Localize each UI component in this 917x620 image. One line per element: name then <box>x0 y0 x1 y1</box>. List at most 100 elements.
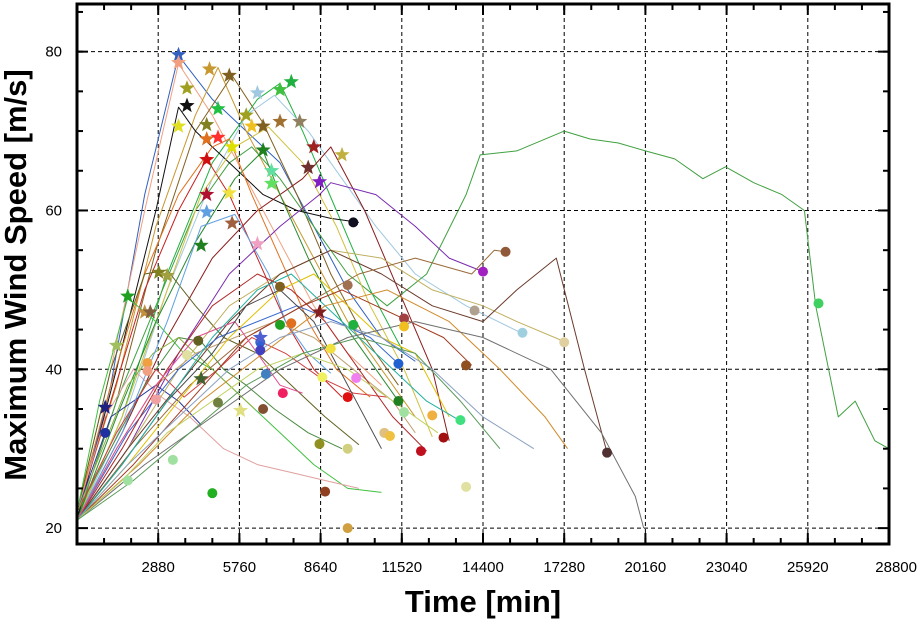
peak-marker-16 <box>199 116 215 132</box>
final-marker-10 <box>348 319 359 330</box>
peak-marker-39 <box>311 304 328 319</box>
final-marker-44 <box>461 481 472 492</box>
series-line-11 <box>76 182 484 521</box>
x-tick-label-14400: 14400 <box>462 559 504 576</box>
y-tick-label-80: 80 <box>45 44 62 61</box>
series-line-1 <box>76 63 382 513</box>
final-marker-14 <box>559 337 570 348</box>
final-marker-32 <box>427 410 438 421</box>
x-tick-label-11520: 11520 <box>381 559 422 576</box>
peak-marker-14 <box>244 118 260 133</box>
final-marker-1 <box>500 246 511 257</box>
final-marker-8 <box>286 318 297 329</box>
peak-marker-6 <box>272 81 288 97</box>
final-marker-46 <box>207 488 218 499</box>
y-tick-label-20: 20 <box>45 520 62 537</box>
series-line-18 <box>76 337 388 513</box>
series-line-30 <box>76 273 450 521</box>
series-line-20 <box>76 337 255 513</box>
peak-marker-41 <box>252 329 268 344</box>
final-marker-20 <box>461 360 472 371</box>
peak-marker-26 <box>311 173 328 189</box>
final-marker-47 <box>342 523 353 534</box>
peak-marker-40 <box>108 337 125 352</box>
final-marker-11 <box>517 327 528 338</box>
final-marker-42 <box>167 454 178 465</box>
peak-marker-11 <box>272 113 288 128</box>
x-tick-label-8640: 8640 <box>304 559 337 576</box>
final-marker-34 <box>100 427 111 438</box>
x-tick-label-23040: 23040 <box>706 559 748 576</box>
peak-marker-20 <box>255 142 271 157</box>
y-tick-label-60: 60 <box>45 202 62 219</box>
peak-marker-21 <box>306 138 322 154</box>
series-line-25 <box>76 305 399 521</box>
series-line-34 <box>76 321 535 521</box>
peak-marker-35 <box>159 267 175 283</box>
final-marker-0 <box>348 217 359 228</box>
final-marker-16 <box>255 345 266 356</box>
series-line-35 <box>76 321 645 529</box>
series-line-33 <box>76 289 569 521</box>
y-tick-label-40: 40 <box>45 361 62 378</box>
peak-marker-7 <box>249 84 266 100</box>
peak-marker-15 <box>255 118 271 133</box>
peak-marker-29 <box>199 186 215 202</box>
peak-marker-1 <box>170 54 187 70</box>
final-marker-45 <box>320 486 331 497</box>
peak-marker-36 <box>120 288 136 303</box>
series-line-16 <box>76 368 360 513</box>
series-line-9 <box>76 126 433 521</box>
final-marker-26 <box>342 392 353 403</box>
final-marker-22 <box>317 372 328 383</box>
peak-marker-0 <box>170 46 187 62</box>
final-marker-36 <box>384 431 395 441</box>
y-axis-title: Maximum Wind Speed [m/s] <box>0 69 33 480</box>
final-marker-40 <box>415 446 426 457</box>
x-tick-label-5760: 5760 <box>223 559 256 576</box>
final-marker-23 <box>260 369 271 380</box>
final-marker-39 <box>342 443 353 454</box>
final-marker-4 <box>275 281 285 292</box>
peak-marker-30 <box>199 204 215 219</box>
peak-marker-37 <box>137 304 153 319</box>
final-marker-24 <box>351 373 362 384</box>
final-marker-28 <box>150 394 161 405</box>
final-marker-27 <box>393 396 404 407</box>
final-marker-9 <box>275 319 285 330</box>
peak-marker-34 <box>151 264 167 279</box>
final-marker-31 <box>399 407 410 418</box>
final-marker-19 <box>393 358 404 369</box>
final-marker-15 <box>325 343 336 354</box>
series-line-37 <box>76 337 501 521</box>
x-tick-label-25920: 25920 <box>787 559 829 576</box>
peak-marker-23 <box>199 151 215 167</box>
peak-marker-4 <box>283 73 299 89</box>
final-marker-21 <box>142 365 153 376</box>
series-line-14 <box>76 269 360 513</box>
final-marker-43 <box>122 475 133 486</box>
series-lines <box>76 55 890 529</box>
peak-marker-9 <box>210 100 226 116</box>
final-marker-2 <box>478 266 488 277</box>
peak-marker-25 <box>263 162 280 178</box>
peak-marker-10 <box>238 107 254 122</box>
axis-ticks: 2880 5760 8640 11520 14400 17280 20160 23040 259… <box>45 4 917 576</box>
x-tick-label-17280: 17280 <box>543 559 585 576</box>
series-line-21 <box>76 213 332 521</box>
peak-marker-27 <box>263 175 280 190</box>
peak-marker-5 <box>179 80 195 95</box>
series-line-17 <box>76 337 343 513</box>
peak-marker-8 <box>179 97 195 113</box>
series-line-4 <box>76 82 405 521</box>
peak-marker-33 <box>193 237 209 252</box>
final-marker-25 <box>277 388 288 399</box>
final-marker-33 <box>455 415 466 426</box>
series-line-36 <box>76 352 439 521</box>
markers <box>97 46 824 534</box>
peak-marker-43 <box>97 399 113 414</box>
peak-marker-32 <box>249 235 266 251</box>
peak-marker-22 <box>334 146 350 162</box>
x-tick-label-20160: 20160 <box>625 559 667 576</box>
